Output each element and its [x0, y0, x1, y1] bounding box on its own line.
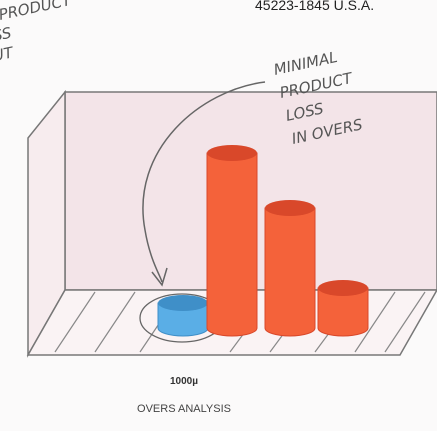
x-label: 1000µ	[170, 376, 198, 387]
bar-top	[158, 295, 208, 311]
corner-note: SS	[0, 24, 14, 46]
bar-body	[264, 207, 316, 337]
chart-title: OVERS ANALYSIS	[137, 403, 231, 415]
corner-note: PRODUCT	[0, 0, 74, 24]
bar-body	[317, 287, 369, 337]
arrow-head	[151, 267, 168, 287]
corner-note: UT	[0, 43, 16, 65]
bar-body	[206, 152, 258, 337]
header-text: 45223-1845 U.S.A.	[255, 0, 374, 13]
annotation-arrow	[142, 81, 266, 283]
bar-top	[318, 280, 368, 296]
bar-top	[207, 145, 257, 161]
bar-top	[265, 200, 315, 216]
